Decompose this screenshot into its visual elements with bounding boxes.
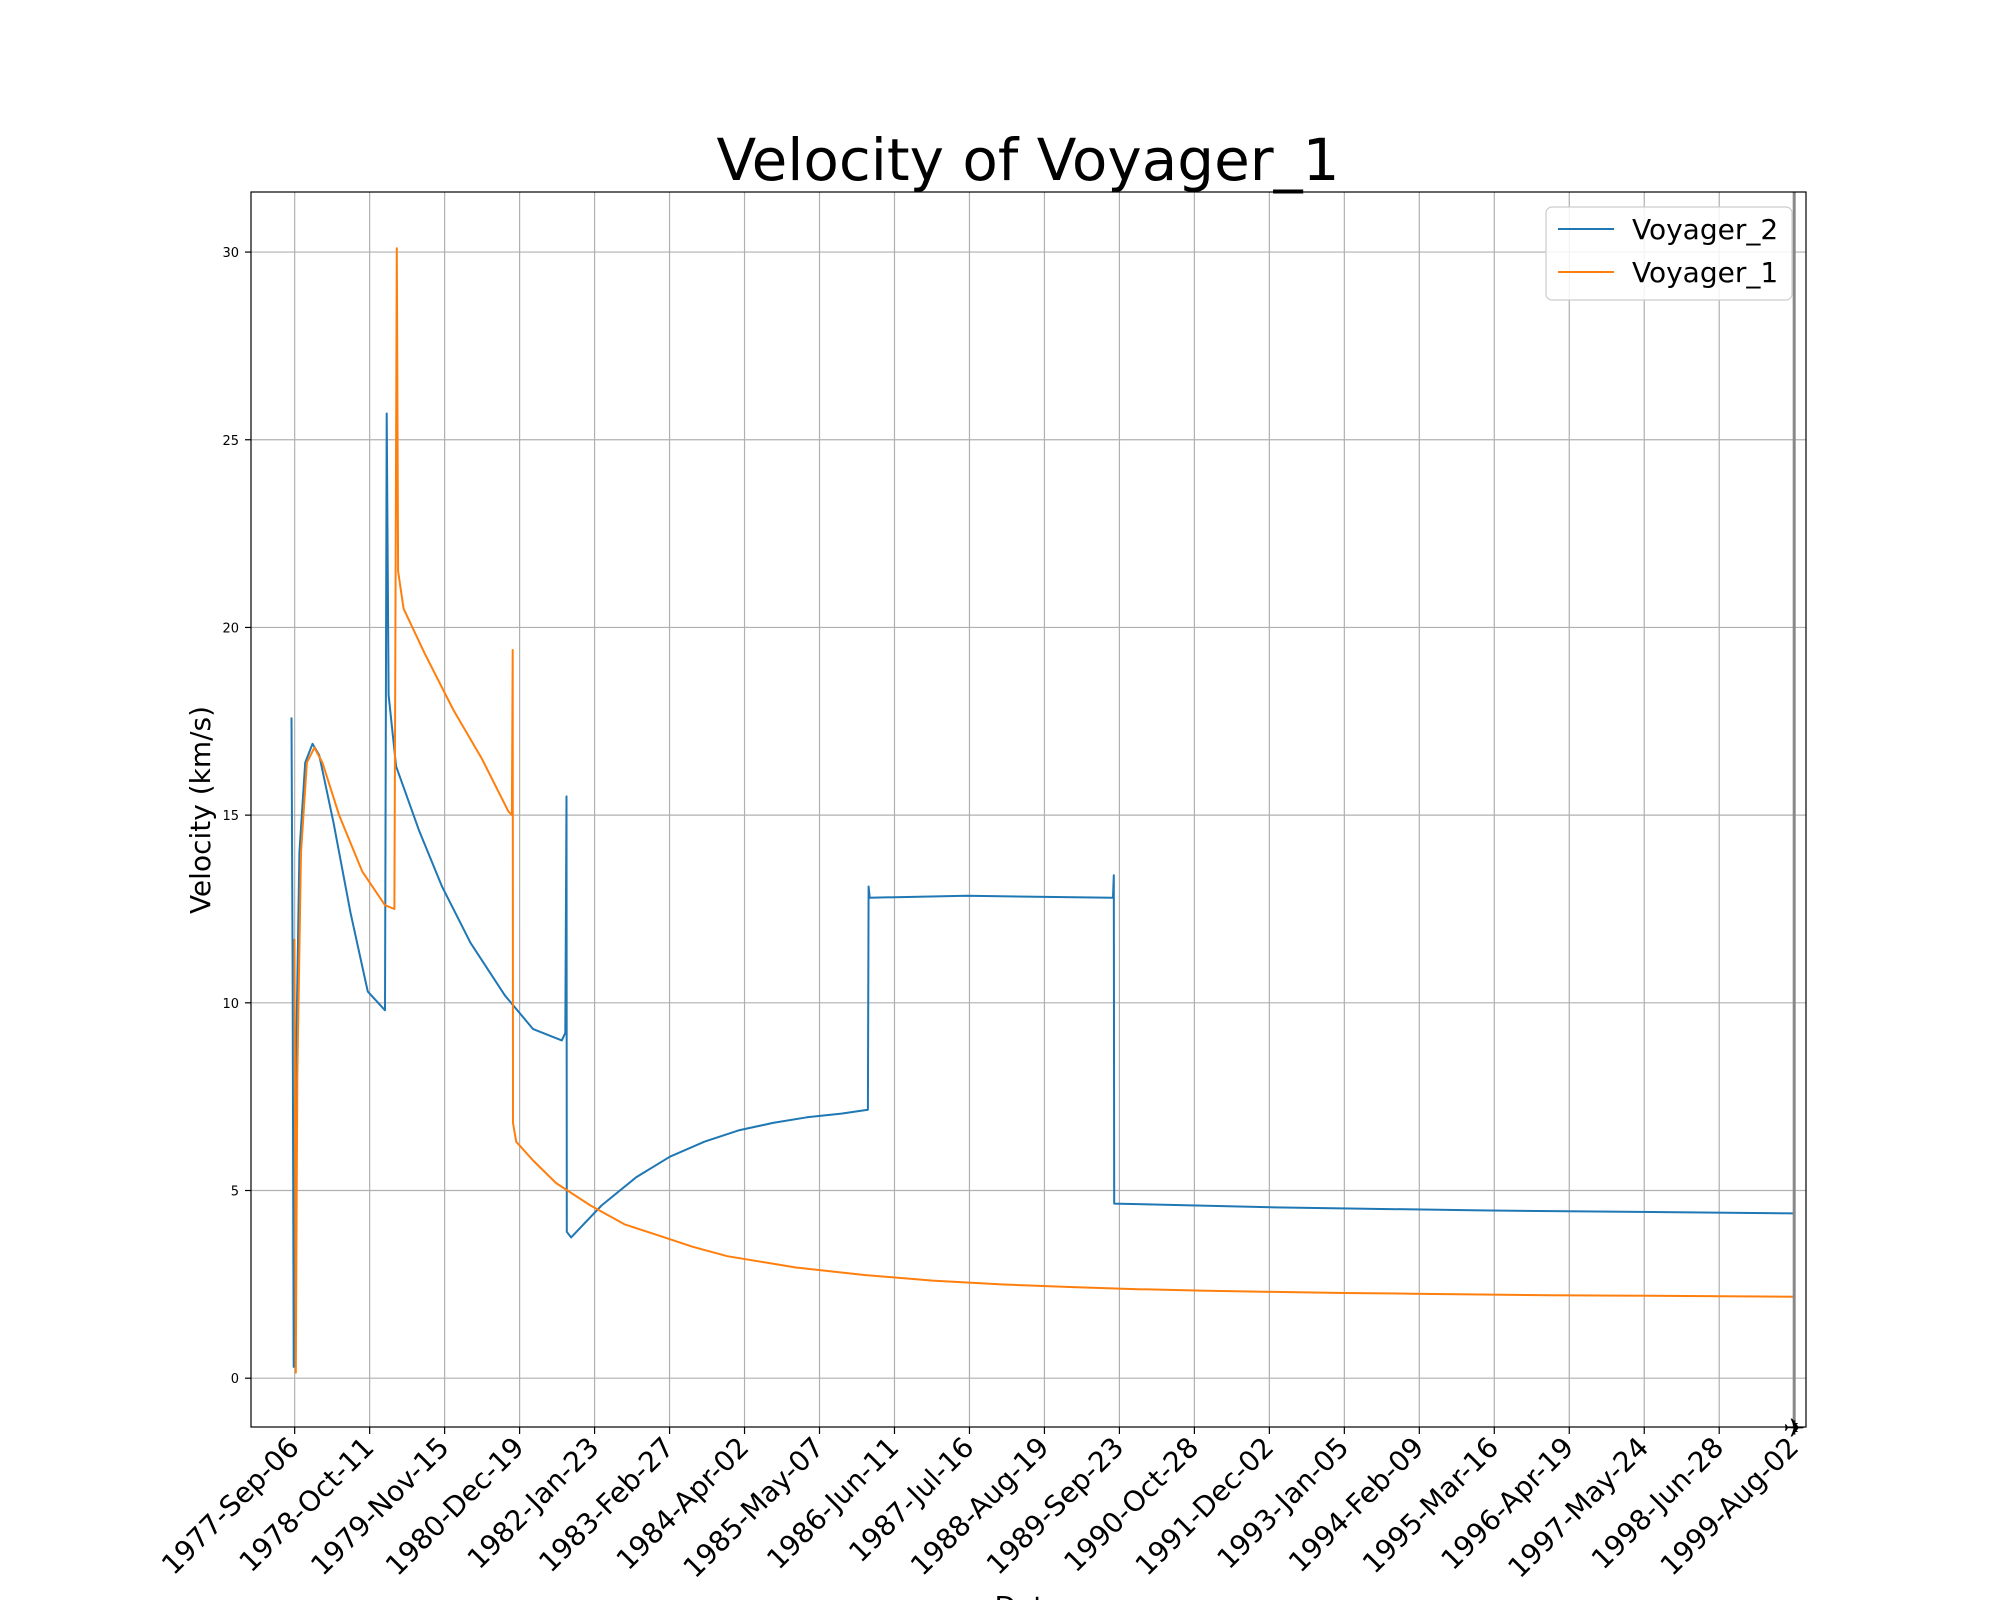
y-tick-labels: 0 5 10 15 20 25 30	[222, 246, 239, 1387]
y-tick-label: 20	[222, 621, 239, 636]
legend-box	[1545, 206, 1793, 301]
series-line-voyager-1	[293, 247, 1795, 1374]
end-marker: ✈	[1783, 192, 1805, 1444]
x-axis-label: Date	[995, 1590, 1062, 1600]
chart-title: Velocity of Voyager_1	[716, 126, 1339, 194]
legend-label: Voyager_2	[1632, 213, 1778, 246]
y-tick-label: 10	[222, 997, 239, 1012]
y-tick-label: 5	[231, 1185, 239, 1200]
y-axis-label: Velocity (km/s)	[184, 706, 217, 914]
series-lines	[290, 247, 1795, 1374]
plot-frame	[250, 191, 1807, 1428]
y-tick-label: 30	[222, 246, 239, 261]
legend-label: Voyager_1	[1632, 256, 1778, 289]
y-tick-label: 0	[231, 1372, 239, 1387]
legend: Voyager_2 Voyager_1	[1545, 206, 1793, 301]
y-tick-label: 25	[222, 434, 239, 449]
y-tick-label: 15	[222, 809, 239, 824]
grid-lines	[245, 192, 1806, 1434]
airplane-icon: ✈	[1783, 1414, 1805, 1444]
